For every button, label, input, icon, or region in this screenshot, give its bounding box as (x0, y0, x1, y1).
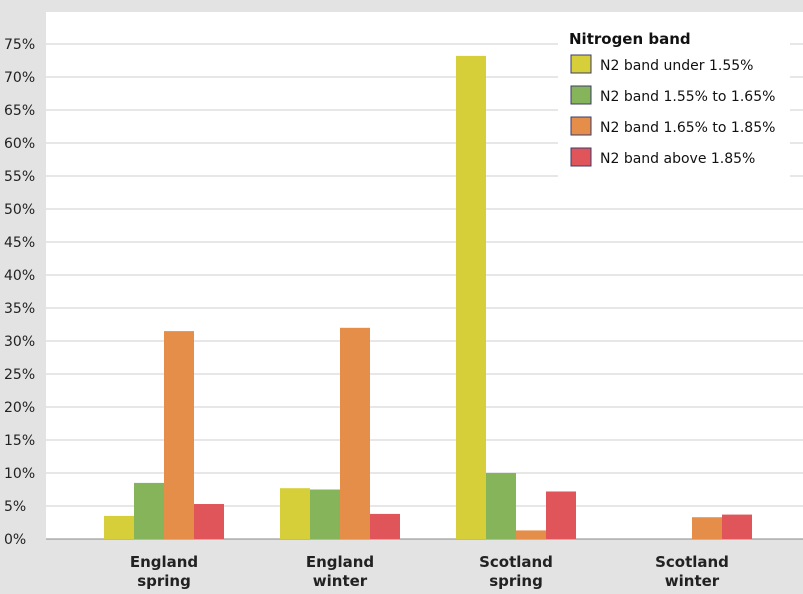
bar-2-4 (370, 513, 400, 539)
bar-1-1 (104, 515, 134, 539)
y-tick-label: 50% (4, 202, 35, 218)
y-tick-label: 65% (4, 103, 35, 119)
legend-label: N2 band above 1.85% (600, 151, 755, 167)
x-tick-label: winter (665, 572, 720, 590)
legend-label: N2 band under 1.55% (600, 58, 753, 74)
legend-label: N2 band 1.65% to 1.85% (600, 120, 775, 136)
x-tick-label: spring (489, 572, 543, 590)
x-axis: EnglandspringEnglandwinterScotlandspring… (130, 553, 729, 590)
legend-swatch (570, 54, 592, 74)
bar-2-1 (280, 488, 310, 539)
bar-1-2 (134, 482, 164, 539)
y-tick-label: 60% (4, 136, 35, 152)
y-tick-label: 10% (4, 466, 35, 482)
x-tick-label: Scotland (655, 553, 729, 571)
bar-3-3 (516, 530, 546, 539)
legend-swatch (570, 147, 592, 167)
x-tick-label: Scotland (479, 553, 553, 571)
y-tick-label: 30% (4, 334, 35, 350)
y-tick-label: 25% (4, 367, 35, 383)
bar-1-4 (194, 504, 224, 539)
bar-1-3 (164, 331, 194, 539)
bar-3-4 (546, 491, 576, 539)
y-tick-label: 75% (4, 37, 35, 53)
y-tick-label: 55% (4, 169, 35, 185)
legend-label: N2 band 1.55% to 1.65% (600, 89, 775, 105)
legend-swatch (570, 85, 592, 105)
y-tick-label: 0% (4, 532, 26, 548)
legend-box (558, 24, 790, 186)
bar-4-3 (692, 517, 722, 539)
y-tick-label: 5% (4, 499, 26, 515)
y-tick-label: 40% (4, 268, 35, 284)
y-tick-label: 45% (4, 235, 35, 251)
x-tick-label: England (130, 553, 198, 571)
bar-3-1 (456, 55, 486, 539)
bar-3-2 (486, 473, 516, 539)
x-tick-label: winter (313, 572, 368, 590)
y-tick-label: 15% (4, 433, 35, 449)
legend-swatch (570, 116, 592, 136)
x-tick-label: England (306, 553, 374, 571)
legend-title: Nitrogen band (569, 30, 691, 48)
bar-2-3 (340, 327, 370, 539)
y-tick-label: 20% (4, 400, 35, 416)
legend: Nitrogen band N2 band under 1.55% N2 band… (558, 24, 790, 186)
x-tick-label: spring (137, 572, 191, 590)
y-axis: 0% 5% 10% 15% 20% 25% 30% 35% 40% 45% 50% 55% 60% 65%… (4, 37, 35, 548)
y-tick-label: 35% (4, 301, 35, 317)
y-tick-label: 70% (4, 70, 35, 86)
bars (104, 55, 752, 539)
bar-2-2 (310, 489, 340, 539)
bar-4-4 (722, 514, 752, 539)
